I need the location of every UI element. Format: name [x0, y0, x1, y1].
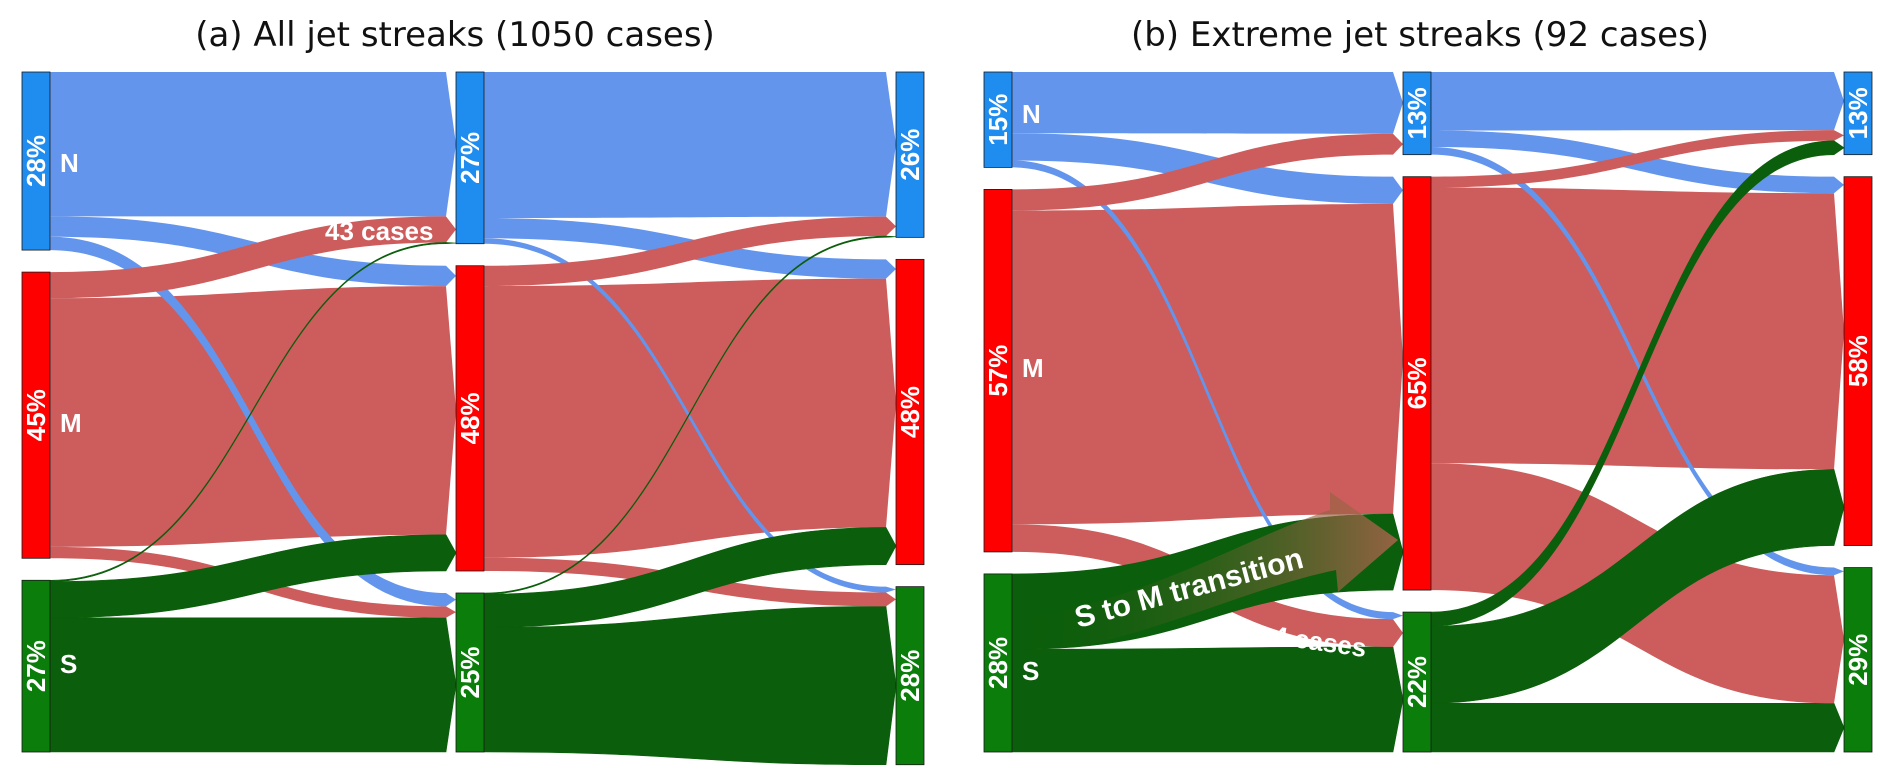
b-nodes: 15% 57% 28% 13% 65% 22% 13% 58% 29% N M S	[983, 71, 1873, 753]
b-node-S-stage3	[1843, 567, 1873, 753]
b-pct-S-stage1: 28%	[983, 637, 1013, 689]
panel-b-title: (b) Extreme jet streaks (92 cases)	[1131, 15, 1709, 55]
b-pct-S-stage3: 29%	[1843, 634, 1873, 686]
b-pct-N-stage3: 13%	[1843, 87, 1873, 139]
a-node-M-stage3	[895, 258, 925, 566]
a-flow-N-to-S-1	[50, 236, 456, 607]
b-flow-S-to-S-1	[1011, 646, 1404, 753]
b-node-N-stage2	[1402, 71, 1432, 156]
b-flow-N-to-S-1	[1012, 160, 1403, 620]
b-pct-M-stage1: 57%	[983, 345, 1013, 397]
a-pct-S-stage1: 27%	[21, 640, 51, 692]
b-node-M-stage3	[1843, 176, 1873, 546]
a-pct-S-stage3: 28%	[895, 650, 925, 702]
b-node-N-stage3	[1843, 71, 1873, 156]
a-flow-N-to-N-1	[50, 72, 456, 217]
b-category-S: S	[1022, 656, 1039, 686]
a-flow-S-to-M-2	[483, 527, 897, 628]
a-category-S: S	[60, 649, 77, 679]
a-flow-N-to-S-2	[484, 238, 896, 593]
b-node-S-stage1	[983, 573, 1013, 753]
a-node-S-stage2	[455, 592, 485, 753]
s-to-m-arrow	[1012, 492, 1398, 660]
a-flow-M-to-N-2	[484, 216, 896, 287]
b-flow-S-to-S-2	[1430, 702, 1845, 753]
b-flow-M-to-M-2	[1431, 187, 1844, 470]
a-flow-M-to-M-1	[50, 286, 456, 547]
b-flow-N-to-N-1	[1012, 72, 1403, 134]
b-category-M: M	[1022, 353, 1044, 383]
b-flow-S-to-M-2	[1430, 469, 1845, 704]
a-pct-N-stage1: 28%	[21, 135, 51, 187]
a-pct-N-stage2: 27%	[455, 132, 485, 184]
a-pct-M-stage3: 48%	[895, 386, 925, 438]
a-nodes: 28% 45% 27% 27% 48% 25% 26% 48% 28% N M S	[21, 71, 925, 766]
a-node-N-stage1	[21, 71, 51, 251]
b-pct-M-stage2: 65%	[1402, 357, 1432, 409]
b-flow-M-to-N-1	[1012, 133, 1403, 211]
a-node-N-stage3	[895, 71, 925, 238]
annotation-43-cases: 43 cases	[325, 216, 433, 246]
a-node-M-stage2	[455, 265, 485, 572]
a-pct-M-stage2: 48%	[455, 392, 485, 444]
a-flows	[49, 72, 897, 766]
a-category-N: N	[60, 148, 79, 178]
b-flow-M-to-N-2	[1431, 130, 1844, 188]
a-node-S-stage3	[895, 586, 925, 766]
a-pct-S-stage2: 25%	[455, 646, 485, 698]
panel-a-title: (a) All jet streaks (1050 cases)	[195, 15, 715, 55]
a-node-N-stage2	[455, 71, 485, 245]
b-flow-N-to-N-2	[1431, 72, 1844, 131]
b-flow-S-to-N-2	[1430, 140, 1845, 627]
a-flow-S-to-S-1	[49, 617, 457, 753]
a-flow-S-to-N-2	[483, 235, 897, 595]
a-node-S-stage1	[21, 579, 51, 753]
b-node-M-stage1	[983, 188, 1013, 553]
b-category-N: N	[1022, 99, 1041, 129]
a-category-M: M	[60, 408, 82, 438]
a-pct-M-stage1: 45%	[21, 389, 51, 441]
a-flow-S-to-N-1	[49, 242, 457, 582]
a-pct-N-stage3: 26%	[895, 129, 925, 181]
b-flow-M-to-M-1	[1012, 203, 1403, 525]
b-pct-S-stage2: 22%	[1402, 656, 1432, 708]
b-node-M-stage2	[1402, 176, 1432, 591]
b-pct-N-stage1: 15%	[983, 94, 1013, 146]
b-flows	[1011, 72, 1845, 753]
b-pct-N-stage2: 13%	[1402, 87, 1432, 139]
a-flow-N-to-N-2	[484, 72, 896, 219]
panel-a: 28% 45% 27% 27% 48% 25% 26% 48% 28% N M S 43 cases	[21, 71, 925, 766]
a-flow-S-to-S-2	[483, 606, 897, 766]
b-flow-N-to-S-2	[1431, 147, 1844, 576]
b-node-N-stage1	[983, 71, 1013, 168]
b-node-S-stage2	[1402, 611, 1432, 753]
a-node-M-stage1	[21, 271, 51, 559]
a-flow-S-to-M-1	[49, 534, 457, 619]
b-pct-M-stage3: 58%	[1843, 335, 1873, 387]
a-flow-M-to-N-1	[50, 216, 456, 299]
